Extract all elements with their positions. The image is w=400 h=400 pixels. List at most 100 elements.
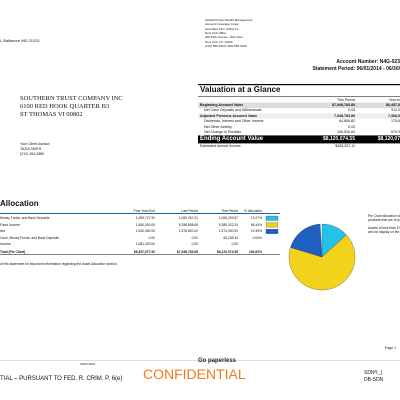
pie-note: will not display on the pie chart.: [368, 229, 400, 234]
pie-slice: [288, 234, 356, 291]
row-label: Income: [0, 242, 11, 247]
row-bg: [198, 135, 400, 144]
row-bg: [198, 102, 400, 108]
rule: [0, 360, 400, 361]
row-value: 5,288,898.68: [178, 222, 198, 227]
rule: [198, 84, 400, 86]
row-value: 575,9: [391, 130, 400, 134]
allocation-note: of this statement for important informat…: [0, 262, 118, 266]
row-value: $406,337.11: [335, 144, 355, 149]
mail: GIMS MAIL: [80, 362, 96, 366]
column-header: Prior Year-End: [133, 209, 155, 213]
row-value: $6,457,5: [386, 103, 400, 107]
rule: [198, 96, 400, 97]
row-value: 65,238.34: [223, 235, 238, 240]
row-value: $8,120,074.55: [216, 250, 238, 254]
pie-slice: [290, 223, 323, 258]
row-value: 13.27%: [250, 216, 262, 220]
firm-line: Account Coverage Group: [205, 22, 239, 27]
row-value: 0.00: [348, 108, 355, 113]
row-value: 1,065,267.21: [178, 216, 198, 220]
row-value: 1,574,340.00: [218, 229, 238, 234]
row-value: $8,120,07: [377, 135, 400, 142]
bates: SDNY_(: [364, 370, 383, 376]
row-label: Adjusted Previous Account Value: [200, 113, 258, 118]
column-header: This Period: [337, 97, 355, 102]
firm-line: New York, NY 10166: [205, 39, 233, 44]
column-header: % Allocation: [244, 209, 262, 213]
row-value: $7,948,783.89: [176, 250, 198, 254]
row-value: 1,695,727.92: [135, 216, 155, 220]
row-value: 1,530,450.00: [135, 229, 155, 234]
row-value: 0.00: [348, 124, 355, 129]
allocation-title: Allocation: [0, 199, 39, 208]
confidential: CONFIDENTIAL: [143, 366, 246, 382]
column-header: This Period: [221, 209, 238, 213]
row-value: 106,530.84: [337, 130, 355, 134]
row-label: Cash, Money Funds, and Bank Deposits: [0, 235, 60, 240]
stamp-bg: [130, 372, 260, 384]
left-address: L Baltimore MD 21202: [0, 38, 40, 43]
row-label: Total (Pie Chart): [0, 250, 26, 254]
row-label: Beginning Account Value: [200, 103, 244, 107]
row-value: 0.00: [148, 235, 155, 240]
row-value: 1,576,820.00: [178, 229, 198, 234]
row-label: Net Cash Deposits and Withdrawals: [204, 108, 262, 113]
legal: TIAL – PURSUANT TO FED. R. CRIM. P. 6(e): [0, 376, 123, 382]
row-value: 0.00: [191, 235, 198, 240]
firm-line: New York Office: [205, 30, 227, 35]
row-value: 5,389,322.24: [218, 222, 238, 227]
row-value: 0.00: [191, 242, 198, 247]
row-value: 19.39%: [250, 229, 262, 234]
rule: [0, 254, 280, 255]
advisor-name: TAZIA SMITH: [20, 147, 42, 151]
row-label: Ending Account Value: [200, 135, 264, 142]
row-value: 7,948,783.89: [334, 113, 355, 118]
row-label: Net Change in Portfolio: [204, 130, 242, 134]
statement-period: Statement Period: 06/01/2014 - 06/30/: [312, 66, 400, 72]
firm-line: 200 Park Avenue, 16th Floor: [205, 35, 243, 40]
advisor-label: Your Client Advisor:: [20, 142, 51, 146]
row-value: 1,065,293.67: [218, 216, 238, 220]
paperless: Go paperless: [198, 358, 237, 364]
row-value: 0.00%: [252, 235, 262, 240]
row-value: $6,457,577.92: [133, 250, 155, 254]
client-address: SOUTHERN TRUST COMPANY INC: [20, 95, 123, 102]
account-number: Account Number: N4G-023: [336, 59, 400, 65]
bates: DB-SDN: [364, 377, 384, 383]
row-value: 0.00: [231, 242, 238, 247]
row-label: ties: [0, 229, 6, 234]
firm-line: (212) 555-0100 / 800-555-0100: [205, 43, 247, 48]
page-number: Page 1: [384, 346, 396, 350]
advisor-phone: (212) 454-2886: [20, 152, 44, 156]
row-value: 7,368,5: [388, 113, 400, 118]
client-address: ST THOMAS VI 00802: [20, 111, 83, 118]
row-label: Dividends, Interest and Other Income: [204, 119, 264, 124]
row-value: 911,0: [391, 108, 400, 113]
row-value: 1,650,000.00: [135, 222, 155, 227]
row-value: 175,6: [391, 119, 400, 124]
column-header: Last Period: [181, 209, 198, 213]
rule: [0, 213, 280, 214]
row-value: 66.44%: [250, 222, 262, 227]
row-value: 100.00%: [248, 250, 262, 254]
client-address: 6100 RED HOOK QUARTER B3: [20, 103, 110, 110]
swatch: [265, 222, 279, 228]
row-value: 1,581,400.00: [135, 242, 155, 247]
firm-line: Global Private Wealth Management: [205, 18, 253, 22]
pie-note: Assets of less than 1% of holdings: [368, 225, 400, 230]
pie-note: Pie Chart allocation only includes: [368, 214, 400, 218]
row-label: Estimated Annual Income: [200, 144, 241, 149]
row-label: Fixed Income: [0, 222, 20, 227]
valuation-title: Valuation at a Glance: [200, 85, 281, 94]
row-bg: [198, 113, 400, 119]
row-value: 64,859.82: [339, 119, 355, 124]
column-header: Year-to: [388, 97, 400, 102]
row-label: Net Other Activity: [204, 124, 232, 129]
firm-line: Securities Firm (USA) Inc.: [205, 26, 240, 31]
row-value: $8,120,074.55: [323, 135, 355, 142]
pie-note: products that are of positive value: [368, 218, 400, 223]
row-value: $7,948,783.89: [332, 103, 355, 107]
